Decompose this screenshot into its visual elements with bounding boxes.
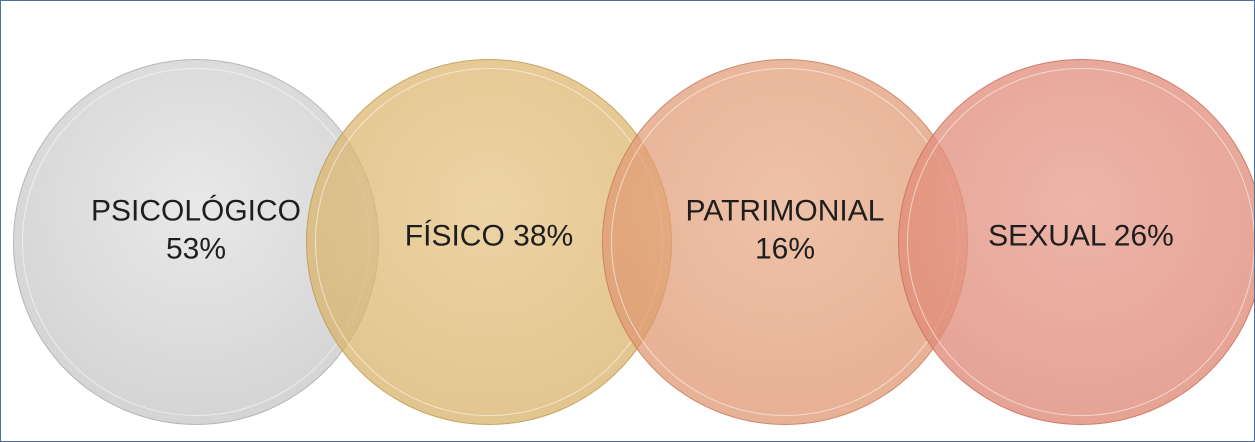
circle: SEXUAL 26% [898,59,1254,425]
circle-label: FÍSICO 38% [404,219,574,253]
circle-label: PSICOLÓGICO 53% [90,194,302,266]
circle-highlight [907,68,1254,416]
circle-label: PATRIMONIAL 16% [685,194,885,266]
circle-label: SEXUAL 26% [988,219,1174,253]
circle: FÍSICO 38% [306,59,672,425]
